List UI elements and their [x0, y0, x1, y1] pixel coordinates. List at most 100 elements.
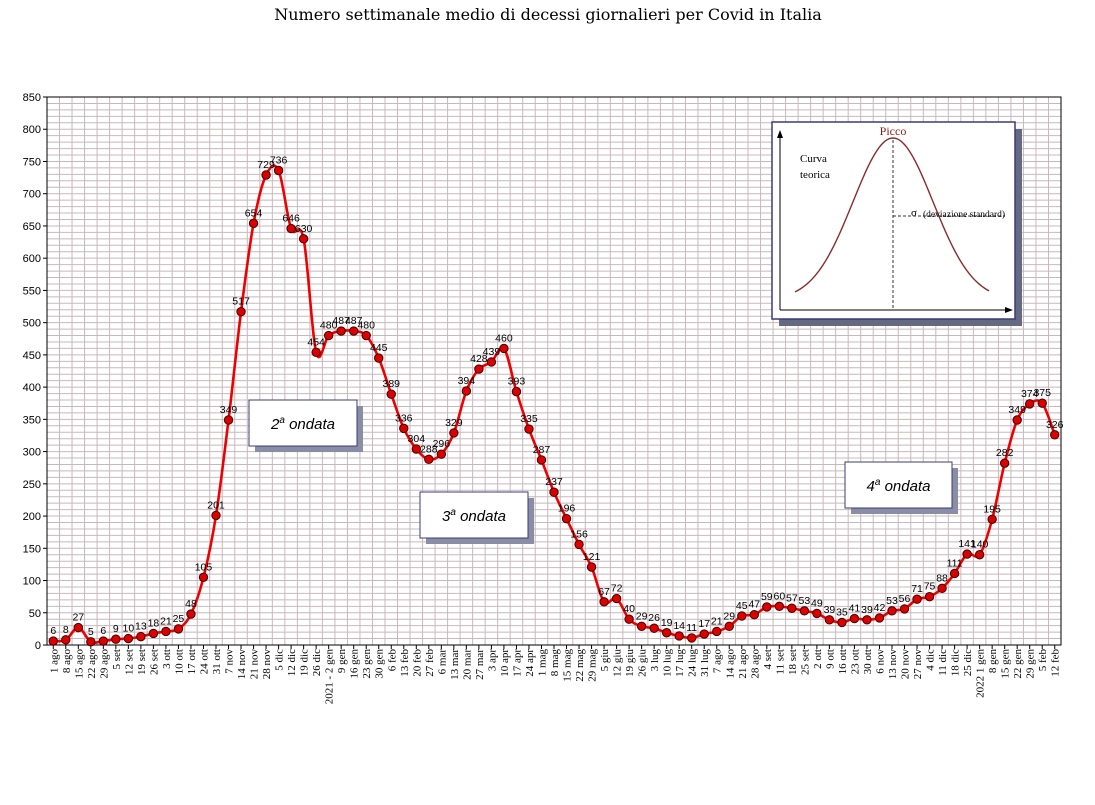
- y-tick-label: 300: [23, 447, 41, 459]
- data-label: 287: [533, 444, 551, 456]
- data-point: [661, 628, 672, 638]
- data-point: [924, 591, 935, 602]
- data-label: 195: [983, 503, 1001, 515]
- x-tick-label: 8 ago: [61, 649, 73, 674]
- data-point: [812, 608, 822, 619]
- data-point: [323, 330, 334, 341]
- x-tick-label: 13 nov: [887, 649, 899, 680]
- data-label: 35: [836, 606, 848, 618]
- data-label: 13: [135, 621, 147, 633]
- data-point: [999, 458, 1010, 468]
- data-label: 11: [686, 622, 697, 634]
- data-label: 196: [558, 503, 576, 515]
- data-label: 329: [445, 417, 463, 429]
- x-tick-label: 29 gen: [1025, 649, 1037, 679]
- data-point: [361, 330, 371, 341]
- data-point: [912, 594, 922, 604]
- y-tick-label: 700: [23, 189, 41, 201]
- data-label: 428: [470, 353, 488, 365]
- x-tick-label: 3 ott: [161, 649, 173, 669]
- wave-annotations: 2a ondata 3a ondata 4a ondata: [248, 399, 958, 544]
- x-tick-label: 2022 1 gen: [975, 649, 987, 698]
- data-point: [474, 364, 484, 374]
- x-tick-label: 10 lug: [662, 649, 674, 677]
- data-point: [887, 606, 897, 616]
- x-tick-label: 23 ott: [849, 649, 861, 674]
- data-point: [148, 628, 159, 639]
- x-tick-label: 28 nov: [261, 649, 273, 680]
- wave-label-2: 2a ondata: [248, 399, 363, 452]
- data-label: 201: [207, 499, 225, 511]
- x-tick-label: 20 feb: [411, 649, 423, 677]
- data-label: 282: [996, 447, 1014, 459]
- y-tick-label: 750: [23, 156, 41, 168]
- x-tick-label: 13 mar: [449, 649, 461, 680]
- x-tick-label: 12 set: [123, 649, 135, 675]
- data-label: 654: [245, 207, 263, 219]
- data-label: 288: [420, 443, 438, 455]
- data-label: 729: [257, 159, 275, 171]
- data-label: 237: [545, 476, 563, 488]
- data-label: 6: [100, 625, 106, 637]
- chart-title: Numero settimanale medio di decessi gior…: [274, 5, 822, 24]
- data-point: [862, 615, 872, 625]
- y-tick-label: 400: [23, 382, 41, 394]
- x-tick-label: 14 ago: [724, 649, 736, 679]
- x-tick-label: 5 giu: [599, 649, 611, 672]
- x-tick-label: 20 nov: [900, 649, 912, 680]
- x-tick-label: 22 ago: [86, 649, 98, 679]
- data-label: 67: [598, 586, 610, 598]
- data-label: 49: [811, 597, 823, 609]
- y-tick-label: 500: [23, 318, 41, 330]
- y-tick-label: 550: [23, 285, 41, 297]
- x-tick-label: 22 gen: [1012, 649, 1024, 679]
- data-point: [273, 165, 284, 176]
- x-tick-label: 27 feb: [424, 649, 436, 677]
- y-tick-label: 850: [23, 92, 41, 104]
- x-tick-label: 12 giu: [612, 649, 624, 677]
- x-tick-label: 21 ago: [737, 649, 749, 679]
- data-label: 21: [160, 615, 172, 627]
- data-point: [298, 234, 309, 244]
- data-point: [524, 424, 534, 434]
- x-tick-label: 15 gen: [1000, 649, 1012, 679]
- data-point: [624, 614, 634, 624]
- wave-text: 3a ondata: [442, 507, 506, 525]
- y-tick-label: 450: [23, 350, 41, 362]
- data-label: 71: [911, 583, 923, 595]
- x-axis: 1 ago 8 ago 15 ago 22 ago 29 ago 5 set 12 set 1…: [48, 645, 1062, 705]
- data-label: 140: [971, 539, 989, 551]
- x-tick-label: 29 mag: [587, 649, 599, 682]
- data-label: 39: [824, 604, 836, 616]
- data-label: 454: [307, 336, 325, 348]
- data-label: 21: [711, 615, 723, 627]
- x-tick-label: 17 apr: [511, 649, 523, 677]
- series-line: [48, 164, 1060, 647]
- data-label: 374: [1021, 388, 1039, 400]
- inset-sigma-symbol: σ: [911, 207, 917, 219]
- x-tick-label: 28 ago: [749, 649, 761, 679]
- data-label: 630: [295, 223, 313, 235]
- data-point: [636, 621, 647, 632]
- data-point: [699, 629, 709, 639]
- x-tick-label: 14 nov: [236, 649, 248, 680]
- x-tick-label: 26 dic: [311, 649, 323, 676]
- data-label: 14: [673, 620, 685, 632]
- data-label: 10: [123, 623, 135, 635]
- x-tick-label: 27 mar: [474, 649, 486, 680]
- data-point: [236, 306, 246, 317]
- x-tick-label: 4 set: [762, 649, 774, 669]
- data-label: 75: [924, 581, 936, 593]
- data-point: [486, 357, 497, 367]
- data-label: 19: [661, 617, 673, 629]
- data-point: [724, 621, 734, 632]
- x-tick-label: 7 ago: [712, 649, 724, 674]
- data-label: 375: [1033, 387, 1051, 399]
- x-tick-label: 2021 - 2 gen: [324, 649, 336, 705]
- data-point: [749, 609, 759, 620]
- data-point: [586, 562, 597, 572]
- data-point: [186, 609, 196, 619]
- y-tick-label: 350: [23, 414, 41, 426]
- data-point: [211, 510, 221, 521]
